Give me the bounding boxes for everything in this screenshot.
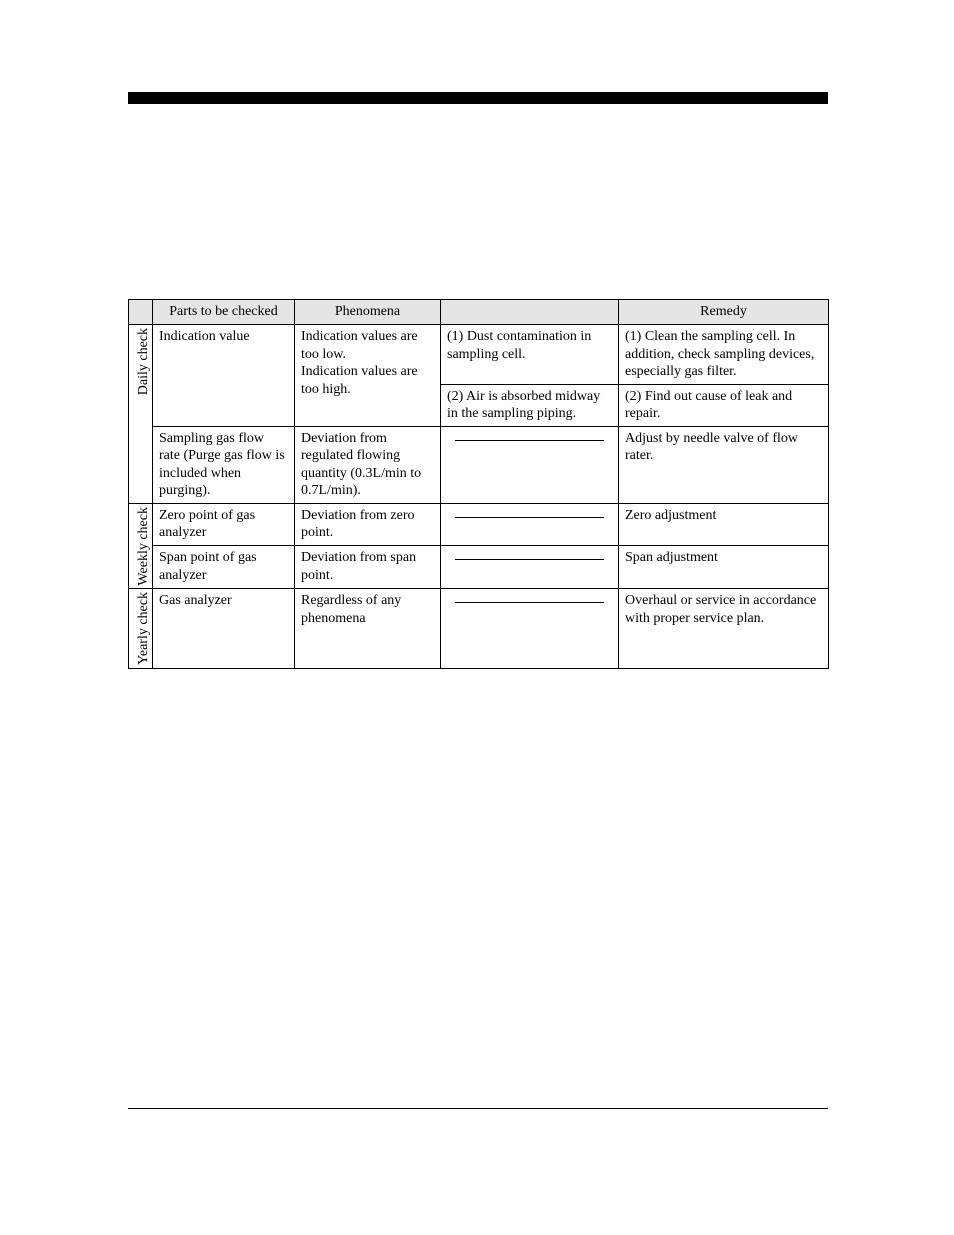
remedy-text: Zero adjustment — [625, 508, 716, 523]
table-row: Yearly check Gas analyzer Regardless of … — [129, 589, 829, 669]
cell-remedy: Adjust by needle valve of flow rater. — [619, 426, 829, 503]
cause-text: (1) Dust contamination in sampling cell. — [447, 328, 612, 363]
maintenance-table: Parts to be checked Phenomena Remedy Dai… — [128, 299, 829, 669]
cell-cause: (2) Air is absorbed midway in the sampli… — [441, 384, 619, 426]
cause-text: (2) Air is absorbed midway in the sampli… — [447, 389, 600, 422]
header-bar — [128, 92, 828, 104]
cell-phenomena: Deviation from span point. — [295, 546, 441, 589]
cell-cause — [441, 589, 619, 669]
header-empty-1 — [129, 300, 153, 325]
remedy-text: (1) Clean the sampling cell. In addition… — [625, 329, 814, 379]
cell-cause — [441, 426, 619, 503]
cell-parts: Zero point of gas analyzer — [153, 503, 295, 546]
header-parts: Parts to be checked — [153, 300, 295, 325]
cell-phenomena: Indication values are too low.Indication… — [295, 325, 441, 427]
cell-phenomena: Deviation from regulated flowing quantit… — [295, 426, 441, 503]
cell-parts: Indication value — [153, 325, 295, 427]
dash-line — [455, 602, 604, 603]
cell-phenomena: Regardless of any phenomena — [295, 589, 441, 669]
section-label-weekly: Weekly check — [129, 503, 153, 589]
cell-remedy: (1) Clean the sampling cell. In addition… — [619, 325, 829, 385]
remedy-text: Span adjustment — [625, 550, 718, 565]
table-row: Sampling gas flow rate (Purge gas flow i… — [129, 426, 829, 503]
footer-separator-line — [128, 1108, 828, 1109]
cell-parts: Gas analyzer — [153, 589, 295, 669]
header-empty-2 — [441, 300, 619, 325]
section-label-text: Yearly check — [135, 592, 153, 665]
cell-cause: (1) Dust contamination in sampling cell. — [441, 325, 619, 385]
cell-cause — [441, 546, 619, 589]
section-label-text: Weekly check — [135, 507, 153, 586]
table-row: Daily check Indication value Indication … — [129, 325, 829, 385]
maintenance-table-wrap: Parts to be checked Phenomena Remedy Dai… — [128, 299, 828, 669]
header-phenomena: Phenomena — [295, 300, 441, 325]
dash-line — [455, 440, 604, 441]
page-content: Parts to be checked Phenomena Remedy Dai… — [128, 92, 828, 669]
cell-remedy: (2) Find out cause of leak and repair. — [619, 384, 829, 426]
section-label-daily: Daily check — [129, 325, 153, 504]
cell-phenomena: Deviation from zero point. — [295, 503, 441, 546]
cell-cause — [441, 503, 619, 546]
section-label-yearly: Yearly check — [129, 589, 153, 669]
remedy-text: Overhaul or service in accordance with p… — [625, 593, 816, 626]
dash-line — [455, 559, 604, 560]
remedy-text: Adjust by needle valve of flow rater. — [625, 431, 798, 464]
table-header-row: Parts to be checked Phenomena Remedy — [129, 300, 829, 325]
cell-remedy: Zero adjustment — [619, 503, 829, 546]
table-row: Weekly check Zero point of gas analyzer … — [129, 503, 829, 546]
dash-line — [455, 517, 604, 518]
header-remedy: Remedy — [619, 300, 829, 325]
remedy-text: (2) Find out cause of leak and repair. — [625, 389, 792, 422]
cell-remedy: Overhaul or service in accordance with p… — [619, 589, 829, 669]
cell-parts: Sampling gas flow rate (Purge gas flow i… — [153, 426, 295, 503]
section-label-text: Daily check — [135, 328, 153, 395]
cell-parts: Span point of gas analyzer — [153, 546, 295, 589]
table-row: Span point of gas analyzer Deviation fro… — [129, 546, 829, 589]
cell-remedy: Span adjustment — [619, 546, 829, 589]
